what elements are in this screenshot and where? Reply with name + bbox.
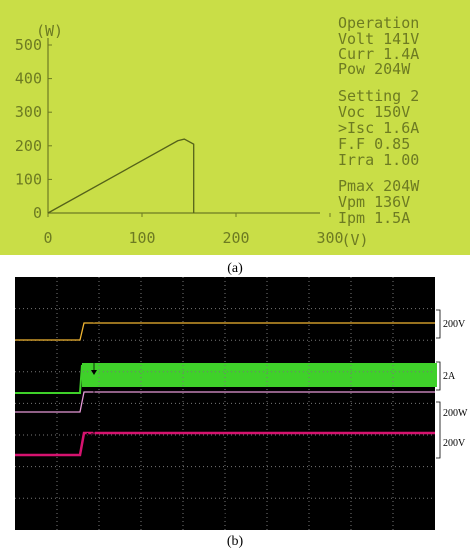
trace-subscript: bus [93, 437, 103, 445]
trace-subscript: PV [89, 342, 98, 350]
trace [15, 431, 435, 457]
caption: (a) [227, 261, 243, 276]
time-div-label: 2S [408, 519, 419, 530]
readout-line: Ipm 1.5A [338, 209, 410, 227]
readout-line: F.F 0.85 [338, 135, 410, 153]
trace-subscript: PV [93, 299, 102, 307]
y-tick-label: 400 [15, 70, 42, 88]
readout-line: Vpm 136V [338, 193, 410, 211]
scale-bracket [436, 361, 441, 391]
readout-line: Pmax 204W [338, 177, 420, 195]
y-tick-label: 300 [15, 103, 42, 121]
scale-label: 2A [443, 371, 456, 382]
trace [15, 391, 435, 413]
caption: (b) [227, 534, 244, 549]
x-tick-label: 100 [128, 229, 155, 247]
readout-line: Voc 150V [338, 103, 410, 121]
trace-label: Vbus [86, 432, 103, 445]
scale-bracket [436, 401, 441, 459]
readout-line: Volt 141V [338, 30, 419, 48]
x-tick-label: 0 [43, 229, 52, 247]
trace-symbol: V [86, 432, 94, 443]
x-tick-label: 200 [222, 229, 249, 247]
time-div-arrow [394, 511, 399, 517]
y-axis-label: (W) [36, 22, 63, 40]
trace-label: IPV [86, 337, 98, 350]
scope-x-label: Time(sec) [205, 510, 245, 521]
label-arrow-head [91, 387, 97, 392]
pv-curve [47, 138, 195, 214]
trace [15, 364, 83, 394]
y-tick-label: 500 [15, 36, 42, 54]
trace-symbol: V [86, 294, 94, 305]
trace-label: VPV [86, 294, 102, 307]
scale-label: 200V [443, 438, 466, 449]
readout-line: Curr 1.4A [338, 45, 419, 63]
readout-line: >Isc 1.6A [338, 119, 419, 137]
label-arrow-head [91, 428, 97, 433]
label-arrow-head [91, 370, 97, 375]
x-tick-label: 300 [316, 229, 343, 247]
trace-symbol: P [86, 394, 92, 405]
y-tick-label: 200 [15, 137, 42, 155]
readout-line: Irra 1.00 [338, 151, 419, 169]
time-div-arrow [427, 511, 432, 517]
trace-symbol: I [86, 337, 89, 348]
current-ripple-band [82, 363, 437, 387]
scope-screen [15, 277, 435, 530]
scale-bracket [436, 309, 441, 339]
x-axis-label: (V) [341, 231, 368, 249]
readout-line: Pow 204W [338, 60, 411, 78]
scale-label: 200V [443, 319, 466, 330]
readout-line: Operation [338, 14, 419, 32]
scale-label: 200W [443, 408, 468, 419]
y-tick-label: 100 [15, 170, 42, 188]
trace-label: PPV [86, 394, 101, 407]
y-tick-label: 0 [33, 204, 42, 222]
trace [15, 322, 435, 341]
label-arrow-head [91, 318, 97, 323]
trace-subscript: PV [92, 399, 101, 407]
readout-line: Setting 2 [338, 87, 419, 105]
